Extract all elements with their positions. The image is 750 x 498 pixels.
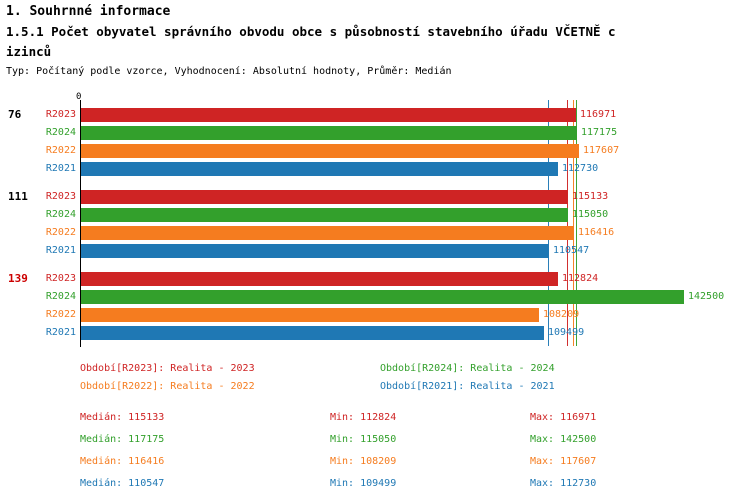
- median-marker-line-R2024: [576, 100, 577, 346]
- bar-139-R2021: [81, 326, 544, 340]
- bar-chart-plot-area: 76 R2023 116971 R2024 117175 R2022 117607 R2021…: [0, 100, 750, 346]
- series-label-R2022: R2022: [45, 227, 76, 238]
- bar-76-R2023: [81, 108, 576, 122]
- bar-value-label: 112730: [562, 163, 599, 174]
- series-label-R2023: R2023: [45, 191, 76, 202]
- series-label-R2021: R2021: [45, 163, 76, 174]
- median-marker-line-R2021: [548, 100, 549, 346]
- bar-139-R2023: [81, 272, 558, 286]
- bar-139-R2022: [81, 308, 539, 322]
- median-marker-line-R2022: [573, 100, 574, 346]
- series-label-R2023: R2023: [45, 109, 76, 120]
- axis-zero-label: 0: [76, 92, 82, 102]
- report-subtitle-line1: 1.5.1 Počet obyvatel správního obvodu ob…: [6, 24, 616, 39]
- bar-111-R2024: [81, 208, 568, 222]
- bar-value-label: 116416: [578, 227, 615, 238]
- group-label-111: 111: [8, 190, 28, 203]
- series-label-R2022: R2022: [45, 309, 76, 320]
- bar-value-label: 110547: [553, 245, 590, 256]
- bar-value-label: 115133: [572, 191, 609, 202]
- bar-value-label: 116971: [580, 109, 617, 120]
- max-stat: Max: 116971: [530, 412, 597, 423]
- series-label-R2024: R2024: [45, 127, 76, 138]
- bar-76-R2024: [81, 126, 577, 140]
- report-title: 1. Souhrnné informace: [6, 4, 171, 19]
- min-stat: Min: 112824: [330, 412, 397, 423]
- bar-value-label: 109499: [548, 327, 585, 338]
- median-stat: Medián: 116416: [80, 456, 165, 467]
- series-label-R2024: R2024: [45, 209, 76, 220]
- bar-value-label: 117607: [583, 145, 620, 156]
- report-subtitle-line2: izinců: [6, 44, 52, 59]
- legend-item: Období[R2021]: Realita - 2021: [380, 381, 555, 392]
- group-label-139: 139: [8, 272, 28, 285]
- bar-value-label: 115050: [572, 209, 609, 220]
- bar-139-R2024: [81, 290, 684, 304]
- bar-111-R2022: [81, 226, 574, 240]
- bar-76-R2022: [81, 144, 579, 158]
- group-label-76: 76: [8, 108, 22, 121]
- median-marker-line-R2023: [567, 100, 568, 346]
- min-stat: Min: 108209: [330, 456, 397, 467]
- series-label-R2022: R2022: [45, 145, 76, 156]
- series-label-R2023: R2023: [45, 273, 76, 284]
- series-label-R2021: R2021: [45, 327, 76, 338]
- max-stat: Max: 112730: [530, 478, 597, 489]
- bar-value-label: 142500: [688, 291, 725, 302]
- bar-value-label: 117175: [581, 127, 618, 138]
- bar-76-R2021: [81, 162, 558, 176]
- bar-111-R2023: [81, 190, 568, 204]
- legend-item: Období[R2022]: Realita - 2022: [80, 381, 255, 392]
- min-stat: Min: 109499: [330, 478, 397, 489]
- bar-value-label: 108209: [543, 309, 580, 320]
- legend-item: Období[R2023]: Realita - 2023: [80, 363, 255, 374]
- report-meta-line: Typ: Počítaný podle vzorce, Vyhodnocení:…: [6, 66, 452, 77]
- max-stat: Max: 142500: [530, 434, 597, 445]
- min-stat: Min: 115050: [330, 434, 397, 445]
- y-axis-line: [80, 100, 81, 347]
- max-stat: Max: 117607: [530, 456, 597, 467]
- series-label-R2024: R2024: [45, 291, 76, 302]
- bar-value-label: 112824: [562, 273, 599, 284]
- median-stat: Medián: 117175: [80, 434, 165, 445]
- legend-item: Období[R2024]: Realita - 2024: [380, 363, 555, 374]
- median-stat: Medián: 110547: [80, 478, 165, 489]
- bar-111-R2021: [81, 244, 549, 258]
- series-label-R2021: R2021: [45, 245, 76, 256]
- median-stat: Medián: 115133: [80, 412, 165, 423]
